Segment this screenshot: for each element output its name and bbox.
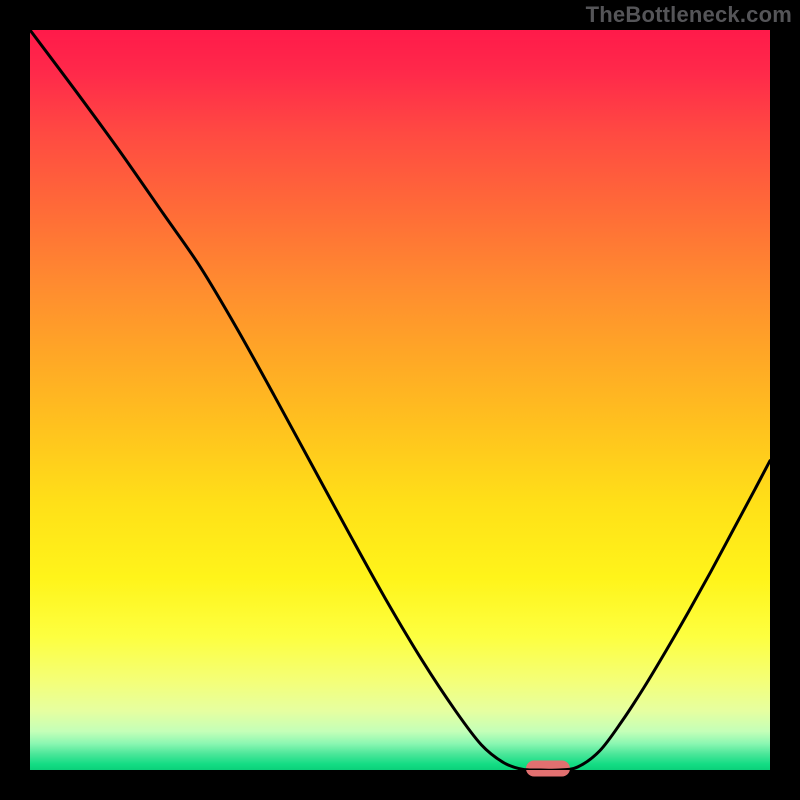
bottleneck-chart [0, 0, 800, 800]
chart-container: TheBottleneck.com [0, 0, 800, 800]
chart-background [30, 30, 770, 770]
watermark-text: TheBottleneck.com [586, 2, 792, 28]
